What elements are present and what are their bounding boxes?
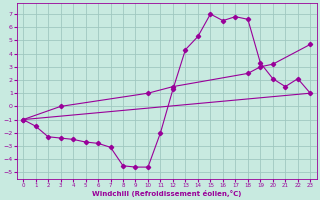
X-axis label: Windchill (Refroidissement éolien,°C): Windchill (Refroidissement éolien,°C) — [92, 190, 241, 197]
